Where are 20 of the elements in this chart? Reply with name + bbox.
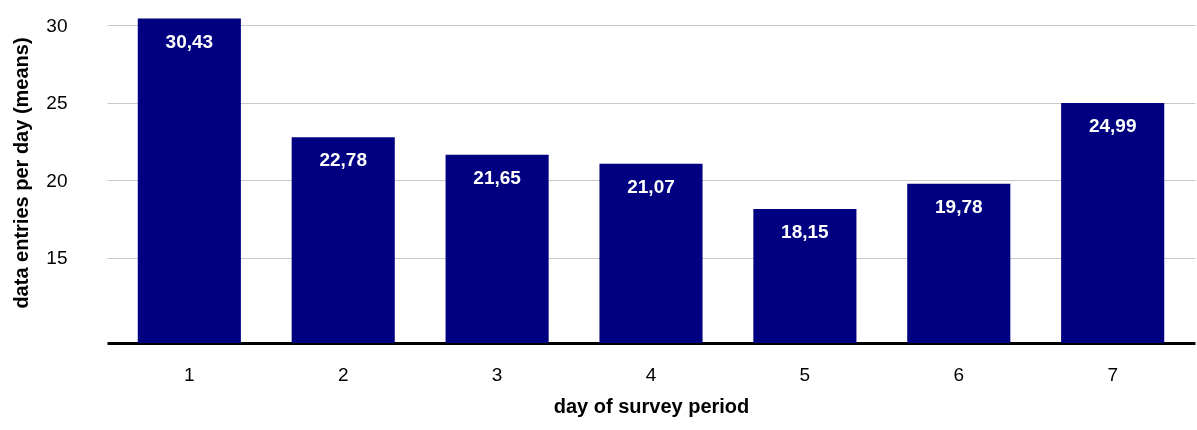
- data-label: 24,99: [1088, 114, 1137, 136]
- x-tick-label: 7: [1107, 363, 1118, 385]
- y-axis-title: data entries per day (means): [10, 37, 33, 309]
- data-label: 21,07: [627, 175, 675, 197]
- x-tick-label: 2: [337, 363, 349, 385]
- y-tick-label: 20: [46, 169, 68, 191]
- data-label: 22,78: [319, 149, 367, 171]
- x-tick-label: 4: [645, 363, 657, 385]
- x-axis-title: day of survey period: [553, 394, 750, 417]
- data-label: 30,43: [165, 30, 214, 52]
- y-tick-label: 25: [46, 92, 68, 114]
- data-label: 18,15: [781, 220, 830, 242]
- data-label: 21,65: [473, 166, 522, 188]
- x-tick-label: 6: [953, 363, 965, 385]
- y-tick-label: 30: [46, 14, 68, 36]
- x-tick-label: 1: [184, 363, 195, 385]
- x-tick-label: 3: [491, 363, 503, 385]
- data-label: 19,78: [935, 195, 983, 217]
- y-tick-label: 15: [46, 247, 68, 269]
- x-tick-label: 5: [799, 363, 811, 385]
